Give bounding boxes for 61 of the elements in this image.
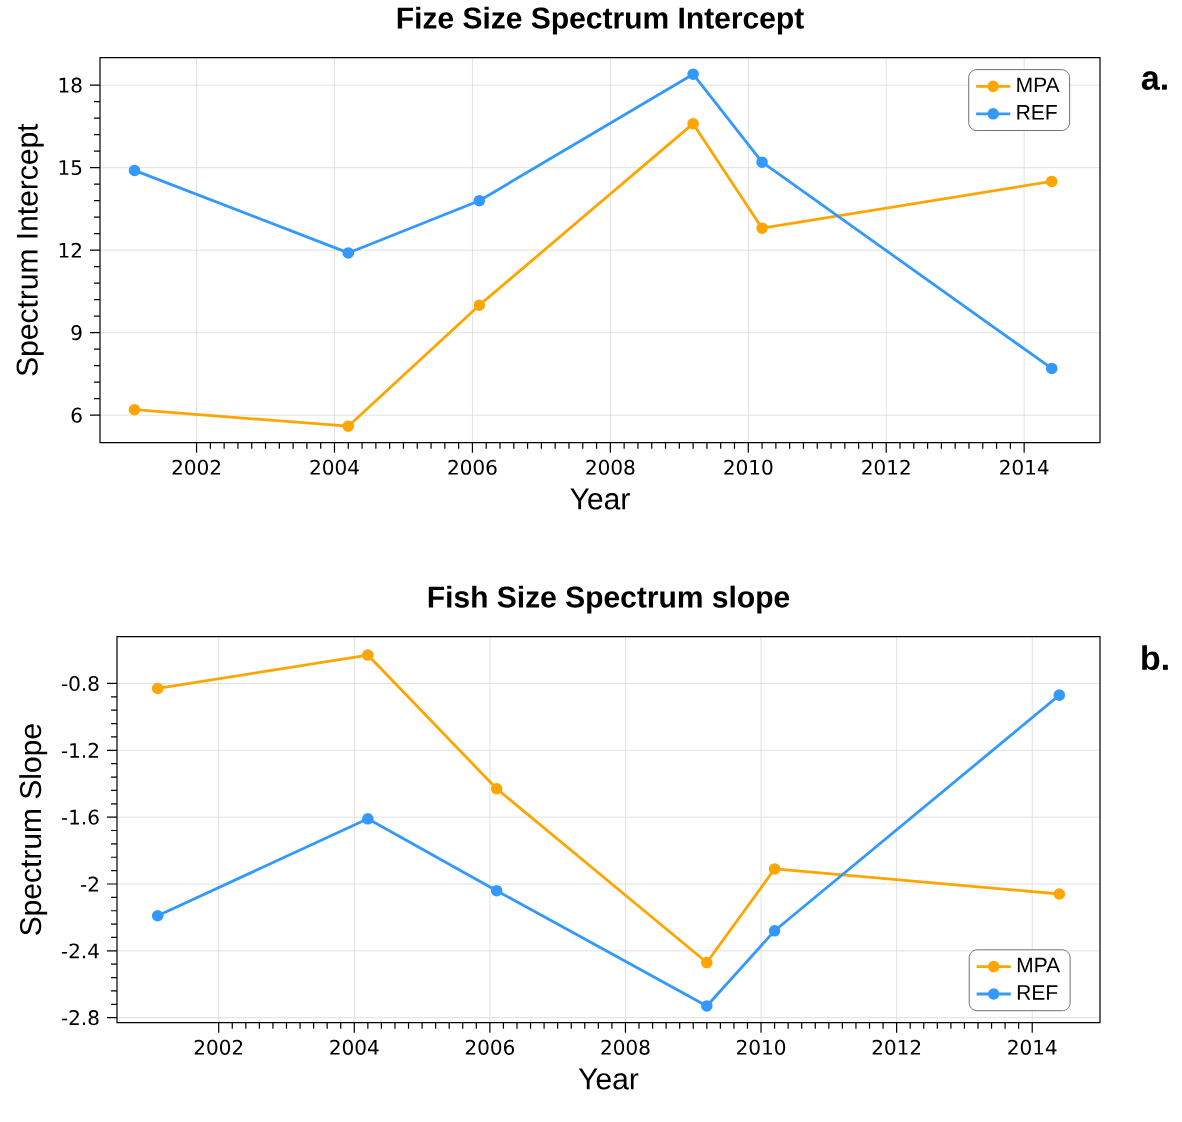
y-tick-label: 12: [59, 242, 81, 258]
x-tick-label: 2006: [448, 459, 497, 476]
x-axis-title: Year: [578, 1068, 639, 1090]
y-tick-label: 15: [59, 160, 82, 176]
y-tick-label: -2.4: [61, 943, 99, 959]
x-tick-label: 2010: [737, 1039, 786, 1056]
chart-title: Fish Size Spectrum slope: [428, 585, 790, 614]
x-axis-title: Year: [570, 488, 630, 510]
point: [362, 813, 374, 825]
point: [342, 247, 355, 259]
x-tick-label: 2008: [601, 1039, 650, 1056]
y-axis-title: Spectrum Slope: [19, 724, 48, 936]
x-tick-label: 2012: [862, 459, 910, 476]
point: [768, 863, 781, 875]
point: [687, 118, 699, 130]
point: [128, 404, 141, 416]
point: [768, 925, 781, 937]
point: [128, 164, 141, 177]
x-tick-label: 2004: [330, 1039, 379, 1056]
point: [1053, 689, 1066, 702]
x-tick-label: 2002: [194, 1039, 243, 1056]
point: [151, 910, 164, 922]
x-tick-label: 2010: [724, 459, 773, 476]
point: [1053, 888, 1066, 900]
point: [151, 682, 164, 695]
x-tick-label: 2014: [1000, 459, 1049, 476]
y-tick-label: -0.8: [61, 676, 99, 692]
y-tick-label: -1.6: [61, 809, 99, 825]
legend-label: REF: [1017, 985, 1058, 1000]
point: [342, 420, 355, 433]
point: [701, 1000, 713, 1012]
y-tick-label: -2: [80, 876, 98, 892]
point: [473, 195, 486, 207]
x-tick-label: 2008: [586, 459, 635, 476]
point: [362, 649, 374, 662]
x-tick-label: 2012: [872, 1039, 921, 1056]
point: [701, 956, 713, 969]
y-tick-label: -2.8: [61, 1010, 99, 1026]
y-axis-title: Spectrum Intercept: [16, 123, 44, 376]
y-tick-label: 18: [59, 77, 82, 93]
legend-label: REF: [1017, 105, 1057, 120]
x-tick-label: 2014: [1008, 1039, 1057, 1056]
y-tick-label: 9: [71, 325, 82, 341]
legend-label: MPA: [1017, 957, 1061, 973]
point: [473, 299, 486, 312]
point: [756, 222, 768, 235]
point: [490, 885, 503, 897]
y-tick-label: 6: [71, 407, 82, 423]
y-tick-label: -1.2: [61, 743, 98, 758]
text: b.: [1142, 645, 1168, 671]
chart-title: Fize Size Spectrum Intercept: [397, 6, 804, 35]
text: a.: [1141, 71, 1167, 91]
x-tick-label: 2004: [310, 459, 359, 476]
x-tick-label: 2006: [465, 1039, 515, 1056]
point: [687, 68, 699, 81]
point: [756, 156, 768, 169]
point: [1045, 175, 1058, 188]
legend-label: MPA: [1017, 77, 1060, 93]
point: [490, 783, 503, 795]
x-tick-label: 2002: [172, 459, 220, 476]
point: [1045, 362, 1058, 375]
